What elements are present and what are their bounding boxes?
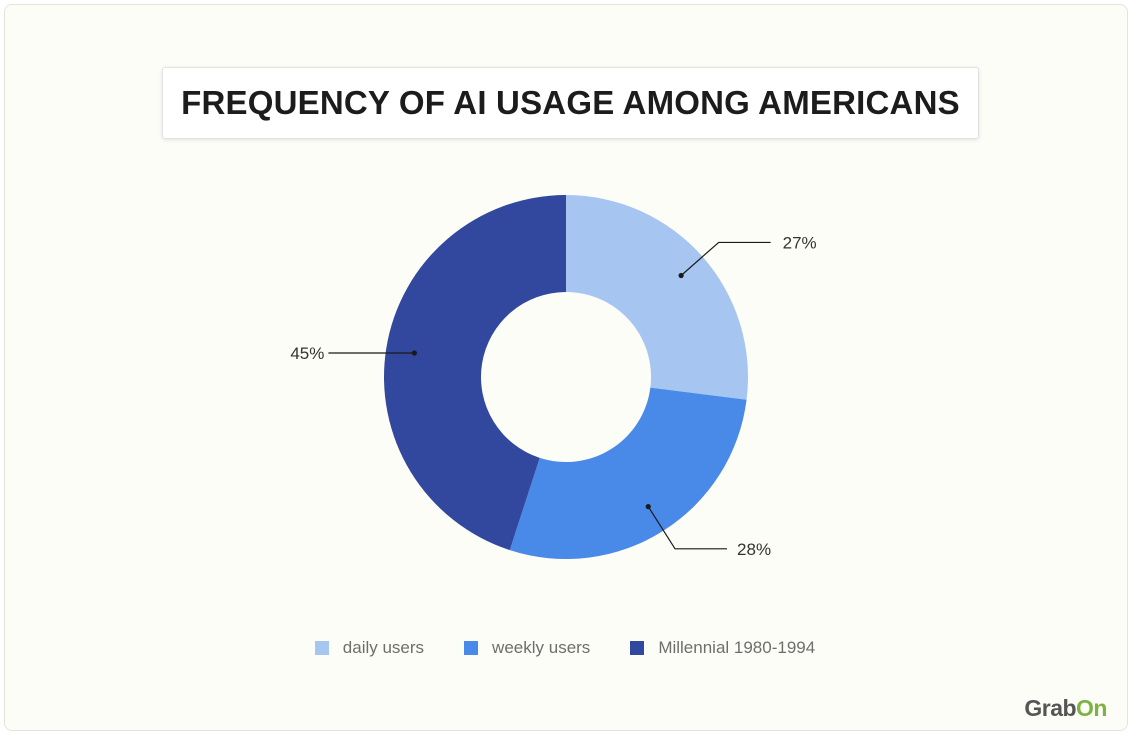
chart-card: FREQUENCY OF AI USAGE AMONG AMERICANS Gr… xyxy=(4,4,1128,731)
data-label-weekly-users: 28% xyxy=(737,540,771,559)
chart-title: FREQUENCY OF AI USAGE AMONG AMERICANS xyxy=(181,84,960,121)
slice-weekly-users xyxy=(509,387,747,559)
grabon-logo: GrabOn xyxy=(1024,695,1107,722)
legend-swatch-millennial xyxy=(630,641,645,655)
legend-label-daily-users: daily users xyxy=(342,638,425,657)
chart-legend: daily users weekly users Millennial 1980… xyxy=(0,636,1130,660)
legend-swatch-daily-users xyxy=(314,641,329,655)
slice-daily-users xyxy=(566,195,748,400)
slice-millennial xyxy=(383,195,566,551)
legend-item-daily-users: daily users xyxy=(314,638,425,658)
leader-line-daily-users xyxy=(680,241,771,276)
legend-item-millennial: Millennial 1980-1994 xyxy=(630,638,815,658)
logo-grab-text: Grab xyxy=(1024,695,1077,721)
legend-label-weekly-users: weekly users xyxy=(492,638,591,657)
data-label-daily-users: 27% xyxy=(783,233,817,252)
data-label-millennial: 45% xyxy=(290,344,324,363)
legend-item-weekly-users: weekly users xyxy=(464,638,590,658)
leader-line-weekly-users xyxy=(647,506,728,550)
legend-swatch-weekly-users xyxy=(464,641,479,655)
legend-label-millennial: Millennial 1980-1994 xyxy=(658,638,816,657)
title-box: FREQUENCY OF AI USAGE AMONG AMERICANS xyxy=(162,67,979,139)
logo-on-text: On xyxy=(1076,695,1107,721)
